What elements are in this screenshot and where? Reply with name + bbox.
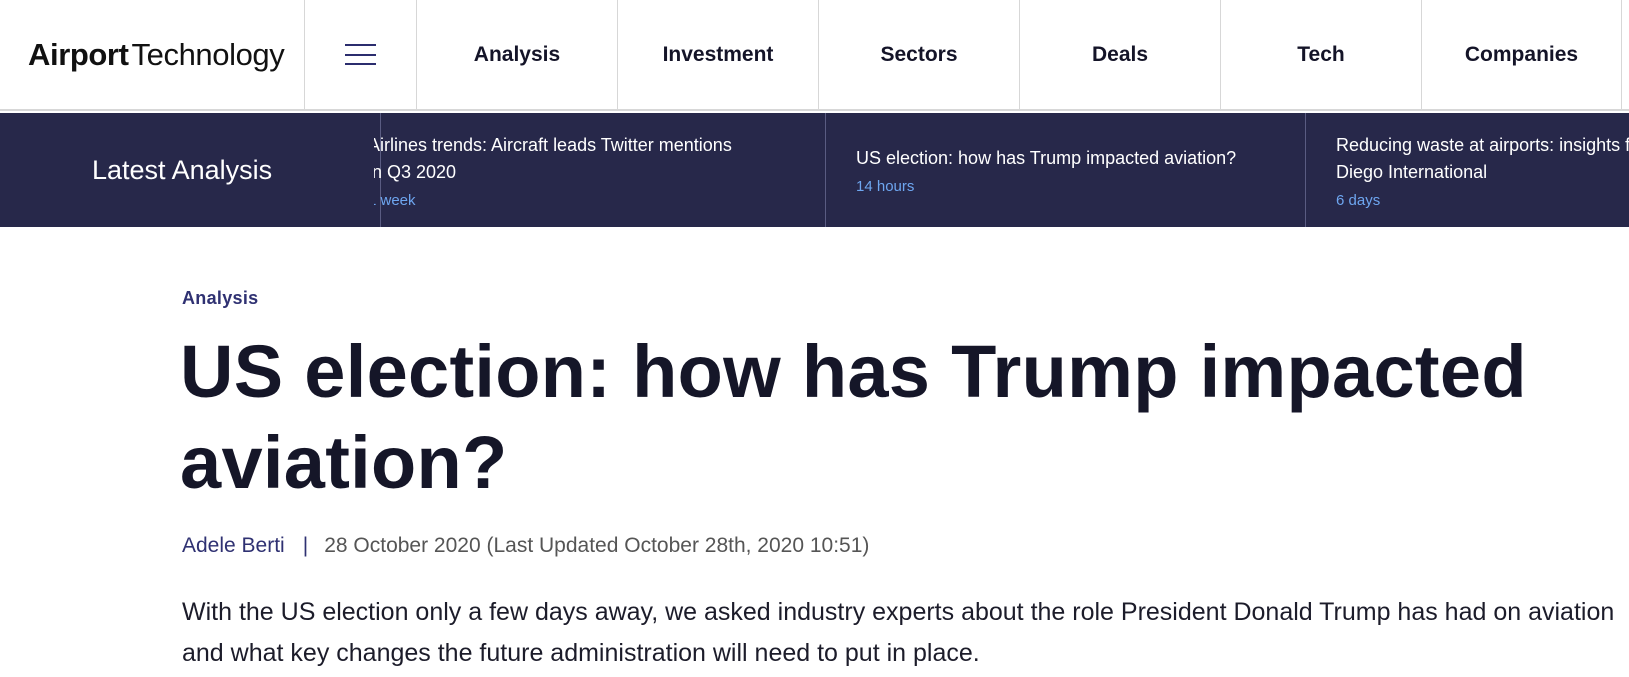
publish-date: 28 October 2020 (Last Updated October 28…	[324, 534, 870, 557]
nav-analysis[interactable]: Analysis	[417, 0, 618, 109]
article-lede: With the US election only a few days awa…	[182, 598, 1615, 667]
byline-separator: |	[302, 534, 309, 557]
nav-deals[interactable]: Deals	[1020, 0, 1221, 109]
nav-companies[interactable]: Companies	[1422, 0, 1622, 109]
latest-item-time: 14 hours	[856, 178, 915, 195]
article-headline: US election: how has Trump impacted avia…	[180, 330, 1527, 504]
nav-investment[interactable]: Investment	[618, 0, 819, 109]
latest-item[interactable]: Airlines trends: Aircraft leads Twitter …	[374, 113, 822, 227]
latest-item-time: 6 days	[1336, 191, 1381, 209]
strip-divider	[825, 113, 826, 227]
site-logo[interactable]: Airport Technology	[0, 0, 305, 109]
latest-item[interactable]: US election: how has Trump impacted avia…	[856, 113, 1306, 227]
menu-button[interactable]	[305, 0, 417, 109]
latest-item-title: US election: how has Trump impacted avia…	[856, 148, 1237, 168]
latest-item[interactable]: Reducing waste at airports: insights fro…	[1336, 113, 1629, 227]
article-byline: Adele Berti | 28 October 2020 (Last Update…	[182, 534, 869, 558]
article-category-link[interactable]: Analysis	[182, 288, 259, 308]
latest-item-title-cont: Diego International	[1336, 161, 1488, 182]
latest-item-time: 1 week	[374, 191, 416, 209]
site-header: Airport Technology Analysis Investment Se…	[0, 0, 1629, 111]
latest-analysis-label: Latest Analysis	[92, 154, 273, 185]
latest-item-title-cont: in Q3 2020	[374, 161, 457, 182]
latest-item-title: Reducing waste at airports: insights fro…	[1336, 134, 1629, 155]
nav-tech[interactable]: Tech	[1221, 0, 1422, 109]
nav-sectors[interactable]: Sectors	[819, 0, 1020, 109]
latest-analysis-strip: Latest Analysis Airlines trends: Aircraf…	[0, 113, 1629, 227]
strip-divider	[1305, 113, 1306, 227]
author-link[interactable]: Adele Berti	[182, 534, 285, 557]
logo-word-technology: Technology	[131, 36, 285, 72]
logo-word-airport: Airport	[28, 36, 129, 72]
hamburger-icon	[345, 44, 376, 65]
strip-divider	[380, 113, 381, 227]
latest-item-title: Airlines trends: Aircraft leads Twitter …	[374, 134, 732, 155]
